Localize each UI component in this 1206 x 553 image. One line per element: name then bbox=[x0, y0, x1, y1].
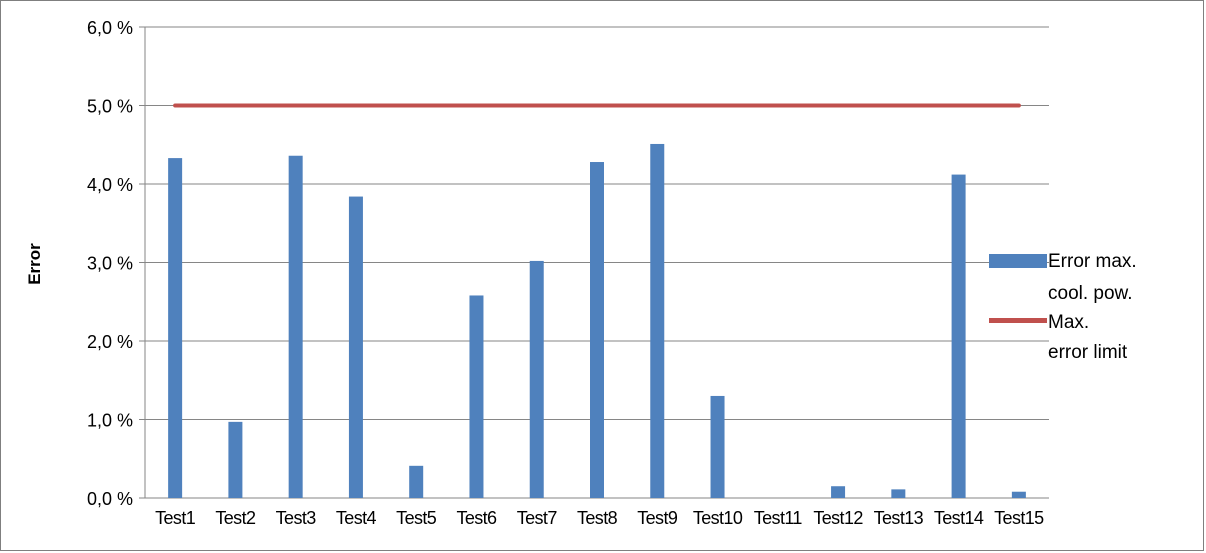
bar bbox=[1011, 491, 1026, 498]
legend-line-label-line2: error limit bbox=[1048, 342, 1128, 363]
x-tick-label: Test7 bbox=[517, 508, 558, 528]
bar bbox=[348, 196, 363, 498]
y-tick-label: 2,0 % bbox=[87, 332, 133, 352]
x-tick-label: Test6 bbox=[456, 508, 497, 528]
bar bbox=[228, 421, 243, 498]
x-tick-label: Test11 bbox=[754, 508, 803, 528]
x-tick-label: Test2 bbox=[215, 508, 256, 528]
x-tick-label: Test3 bbox=[276, 508, 317, 528]
bar bbox=[951, 174, 966, 498]
legend-line-label-line1: Max. bbox=[1048, 312, 1089, 333]
y-tick-label: 5,0 % bbox=[87, 97, 133, 117]
bar bbox=[891, 489, 906, 498]
bar bbox=[529, 260, 544, 498]
x-tick-label: Test15 bbox=[994, 508, 1044, 528]
x-tick-label: Test4 bbox=[336, 508, 377, 528]
bar bbox=[590, 162, 604, 498]
legend-line-swatch bbox=[989, 318, 1047, 323]
y-tick-label: 3,0 % bbox=[87, 254, 133, 274]
legend-bar-label-line2: cool. pow. bbox=[1048, 283, 1133, 304]
y-tick-labels: 0,0 % 1,0 % 2,0 % 3,0 % 4,0 % 5,0 % 6,0 % bbox=[87, 18, 133, 509]
bars bbox=[168, 143, 1026, 499]
y-tick-label: 4,0 % bbox=[87, 175, 133, 195]
x-tick-label: Test13 bbox=[874, 508, 924, 528]
x-tick-label: Test1 bbox=[155, 508, 196, 528]
x-tick-label: Test14 bbox=[934, 508, 984, 528]
legend-bar-swatch bbox=[989, 254, 1047, 268]
x-tick-label: Test10 bbox=[693, 508, 743, 528]
x-tick-label: Test5 bbox=[396, 508, 437, 528]
x-tick-labels: Test1 Test2 Test3 Test4 Test5 Test6 Test7 Test8… bbox=[155, 508, 1045, 528]
y-axis-label: Error bbox=[25, 243, 44, 285]
y-tick-label: 6,0 % bbox=[87, 18, 133, 38]
legend-bar-label-line1: Error max. bbox=[1048, 251, 1137, 272]
legend: Error max. cool. pow. Max. error limit bbox=[989, 251, 1137, 363]
bar bbox=[650, 143, 665, 498]
y-tick-label: 1,0 % bbox=[87, 411, 133, 431]
y-tick-label: 0,0 % bbox=[87, 489, 133, 509]
bar bbox=[710, 395, 725, 498]
bar bbox=[288, 155, 303, 499]
x-tick-label: Test8 bbox=[577, 508, 618, 528]
bar bbox=[409, 465, 424, 498]
bar bbox=[469, 295, 484, 498]
x-tick-label: Test9 bbox=[637, 508, 678, 528]
x-tick-label: Test12 bbox=[813, 508, 863, 528]
bar bbox=[831, 486, 846, 498]
bar bbox=[168, 158, 183, 498]
